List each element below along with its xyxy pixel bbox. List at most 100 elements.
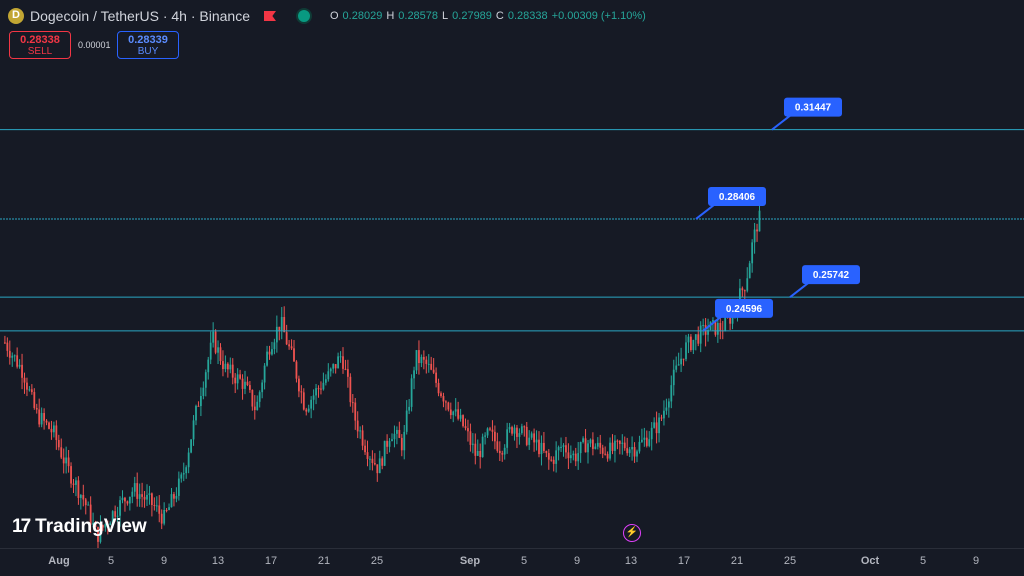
candle [217,340,219,365]
level-label-box[interactable] [802,265,860,285]
lightning-icon[interactable]: ⚡ [623,524,641,542]
candle [577,442,580,470]
candle [501,450,504,462]
candle [239,369,241,380]
candle [614,435,616,463]
candle [298,375,300,398]
candle [342,347,344,374]
candle [30,384,33,395]
candle [371,450,374,471]
candle [721,320,724,340]
candle [525,421,528,447]
candle [320,381,322,395]
x-tick-label: 21 [731,555,743,567]
candle [445,400,447,411]
x-tick-label: 5 [108,555,114,567]
candle [275,315,278,353]
candle [594,443,597,450]
candle [344,359,347,371]
candle [645,430,648,448]
candle [332,363,335,374]
candle [435,367,437,388]
candle [268,345,271,360]
candle [229,357,232,374]
candle [599,434,602,455]
candle [376,464,379,482]
candle [226,362,229,378]
candle [195,404,197,426]
candle [234,373,237,394]
candle [562,443,565,457]
candle [584,429,587,453]
candle [474,433,477,465]
candle [403,425,406,460]
candle [339,351,342,363]
buy-label: BUY [137,46,159,57]
candle [175,487,178,503]
candle [687,333,690,354]
candle [131,487,134,504]
candle [182,462,185,482]
candle [454,398,457,417]
candle [128,496,131,511]
level-label-box[interactable] [715,298,773,318]
candle [400,434,403,457]
candle [692,339,695,355]
candle [204,369,207,397]
candle [623,436,626,451]
x-tick-label: 9 [973,555,979,567]
sell-button[interactable]: 0.28338 SELL [9,31,71,59]
candle [38,398,41,428]
candle [491,420,494,442]
x-tick-label: 9 [574,555,580,567]
candle [535,430,538,451]
candle [236,368,239,390]
level-label-box[interactable] [708,186,766,206]
candle [462,414,464,428]
level-pointer [695,204,715,220]
level-label: 0.25742 [813,270,850,281]
candle [21,353,23,390]
buy-button[interactable]: 0.28339 BUY [117,31,179,59]
candle [660,414,663,422]
x-tick-label: Aug [48,555,69,567]
candle [513,424,516,441]
candle [415,350,418,375]
candle [498,441,501,462]
candle [670,375,673,409]
buy-price: 0.28339 [128,34,168,46]
candle [209,331,212,365]
candle [119,496,121,527]
candle [369,455,371,471]
candle [449,402,452,419]
x-tick-label: 21 [318,555,330,567]
candle [464,418,467,431]
candle [261,379,264,399]
sell-price: 0.28338 [20,34,60,46]
candle [231,358,234,385]
candle [533,428,535,452]
candle [185,465,188,479]
level-label: 0.28406 [719,192,756,203]
candle [359,426,362,439]
candle [378,450,381,474]
candle [126,500,129,506]
level-pointer [771,114,791,131]
candle [8,340,11,365]
flag-icon[interactable] [263,11,276,21]
candle [285,324,288,346]
symbol-title[interactable]: Dogecoin / TetherUS · 4h · Binance [30,8,250,24]
tradingview-logo[interactable]: 17 TradingView [12,516,147,538]
candle [606,451,609,462]
candle [405,400,408,435]
candle [109,521,112,526]
candle [396,426,398,445]
candle [295,360,298,383]
candle [50,420,53,440]
market-status-icon[interactable] [295,8,312,24]
candle [158,495,161,523]
level-label-box[interactable] [784,97,842,117]
candle [592,432,594,456]
candle [351,394,354,413]
